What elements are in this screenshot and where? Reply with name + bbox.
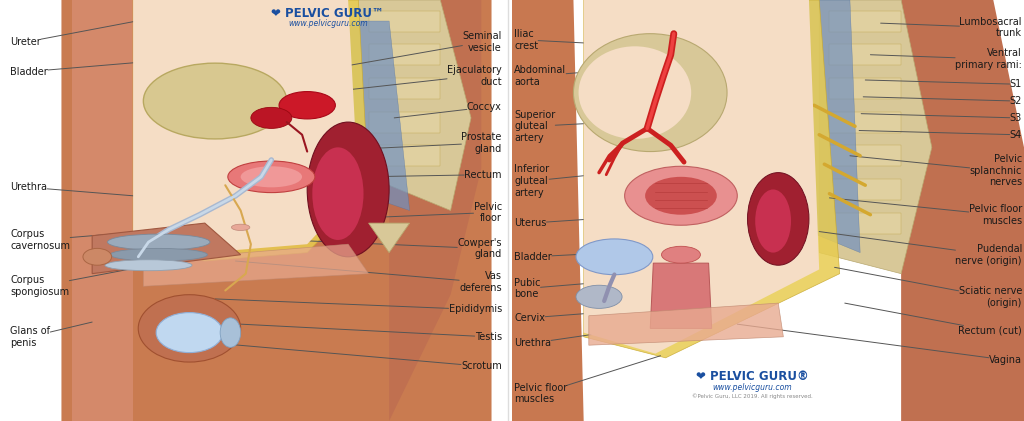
Text: www.pelvicguru.com: www.pelvicguru.com [713,383,793,392]
Ellipse shape [662,246,700,263]
Polygon shape [143,244,369,286]
Text: Pubic
bone: Pubic bone [514,277,604,299]
Text: Cowper's
gland: Cowper's gland [287,237,502,259]
Polygon shape [92,223,241,274]
Text: Pelvic
floor: Pelvic floor [338,202,502,224]
Text: Abdominal
aorta: Abdominal aorta [514,65,645,87]
Ellipse shape [756,189,791,253]
Text: Uterus: Uterus [514,215,655,228]
Ellipse shape [575,285,622,308]
Ellipse shape [645,177,717,215]
Polygon shape [369,11,440,32]
Polygon shape [133,0,358,253]
Text: Urethra: Urethra [10,182,159,198]
Text: Scrotum: Scrotum [215,343,502,371]
Polygon shape [829,179,901,200]
Polygon shape [829,112,901,133]
Text: Vagina: Vagina [737,324,1022,365]
Polygon shape [829,213,901,234]
Polygon shape [369,223,410,253]
Polygon shape [584,0,819,354]
Ellipse shape [579,46,691,139]
Ellipse shape [279,91,336,119]
Ellipse shape [111,248,207,261]
Text: ❤ PELVIC GURU™: ❤ PELVIC GURU™ [271,7,384,20]
Polygon shape [650,263,712,328]
Text: Corpus
spongiosum: Corpus spongiosum [10,269,128,297]
Text: Corpus
cavernosum: Corpus cavernosum [10,229,143,251]
Polygon shape [369,112,440,133]
Text: Pelvic
splanchnic
nerves: Pelvic splanchnic nerves [850,154,1022,187]
Text: Superior
gluteal
artery: Superior gluteal artery [514,110,614,143]
Text: S4: S4 [859,130,1022,140]
Text: Cervix: Cervix [514,309,640,323]
Text: Rectum (cut): Rectum (cut) [845,303,1022,336]
Ellipse shape [108,234,210,250]
Polygon shape [901,0,1024,421]
Ellipse shape [156,312,223,353]
FancyBboxPatch shape [61,0,492,421]
Ellipse shape [748,173,809,265]
Text: Inferior
gluteal
artery: Inferior gluteal artery [514,165,614,197]
Ellipse shape [143,63,287,139]
Ellipse shape [138,295,241,362]
Polygon shape [369,44,440,65]
Text: Prostate
gland: Prostate gland [307,132,502,154]
Polygon shape [829,78,901,99]
Polygon shape [369,78,440,99]
Ellipse shape [625,166,737,225]
Text: S1: S1 [865,79,1022,89]
Text: Pelvic floor
muscles: Pelvic floor muscles [514,356,660,405]
Text: S3: S3 [861,113,1022,123]
Text: ❤ PELVIC GURU®: ❤ PELVIC GURU® [696,370,809,383]
Polygon shape [589,303,783,345]
Text: S2: S2 [863,96,1022,106]
Ellipse shape [83,248,112,265]
Ellipse shape [575,239,653,275]
Polygon shape [809,0,860,253]
Text: ©Pelvic Guru, LLC 2019. All rights reserved.: ©Pelvic Guru, LLC 2019. All rights reser… [692,393,813,399]
Ellipse shape [104,260,193,271]
Polygon shape [348,0,471,210]
Text: Iliac
crest: Iliac crest [514,29,609,51]
Text: Pudendal
nerve (origin): Pudendal nerve (origin) [819,232,1022,266]
Ellipse shape [573,34,727,152]
Text: Rectum: Rectum [364,170,502,180]
Text: Bladder: Bladder [10,59,179,77]
Text: Glans of
penis: Glans of penis [10,322,92,348]
Polygon shape [389,0,481,421]
Text: Sciatic nerve
(origin): Sciatic nerve (origin) [835,267,1022,308]
Ellipse shape [251,107,292,128]
Polygon shape [133,0,369,261]
Polygon shape [819,0,932,274]
Text: Pelvic floor
muscles: Pelvic floor muscles [829,198,1022,226]
Polygon shape [369,145,440,166]
Text: Ejaculatory
duct: Ejaculatory duct [323,65,502,93]
Text: Urethra: Urethra [514,330,620,348]
Polygon shape [829,11,901,32]
Polygon shape [348,21,410,211]
Text: Ureter: Ureter [10,17,159,47]
Text: Bladder: Bladder [514,252,614,262]
Text: Coccyx: Coccyx [394,102,502,118]
Ellipse shape [307,122,389,257]
Text: Seminal
vesicle: Seminal vesicle [338,31,502,67]
Ellipse shape [312,147,364,240]
Text: Testis: Testis [200,322,502,342]
Ellipse shape [231,224,250,231]
Polygon shape [829,44,901,65]
Text: Epididymis: Epididymis [215,299,502,314]
Polygon shape [584,0,840,358]
Polygon shape [72,0,133,421]
Ellipse shape [220,318,241,347]
Ellipse shape [227,161,315,193]
Text: Vas
deferens: Vas deferens [236,261,502,293]
Text: Ventral
primary rami:: Ventral primary rami: [870,48,1022,70]
Polygon shape [829,145,901,166]
Text: www.pelvicguru.com: www.pelvicguru.com [288,19,368,28]
Polygon shape [512,0,584,421]
FancyBboxPatch shape [508,0,1024,421]
Text: Lumbosacral
trunk: Lumbosacral trunk [881,16,1022,38]
Ellipse shape [241,166,302,187]
